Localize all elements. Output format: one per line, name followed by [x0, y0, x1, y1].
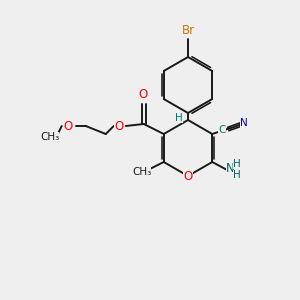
Text: CH₃: CH₃: [132, 167, 152, 177]
Text: H: H: [233, 159, 241, 169]
Text: H: H: [175, 113, 183, 123]
Text: N: N: [240, 118, 248, 128]
Text: CH₃: CH₃: [40, 132, 59, 142]
Text: C: C: [218, 125, 226, 135]
Text: O: O: [63, 119, 72, 133]
Text: H: H: [233, 170, 241, 180]
Text: Br: Br: [182, 25, 195, 38]
Text: O: O: [138, 88, 147, 101]
Text: O: O: [183, 169, 193, 182]
Text: O: O: [114, 119, 123, 133]
Text: N: N: [226, 163, 235, 176]
